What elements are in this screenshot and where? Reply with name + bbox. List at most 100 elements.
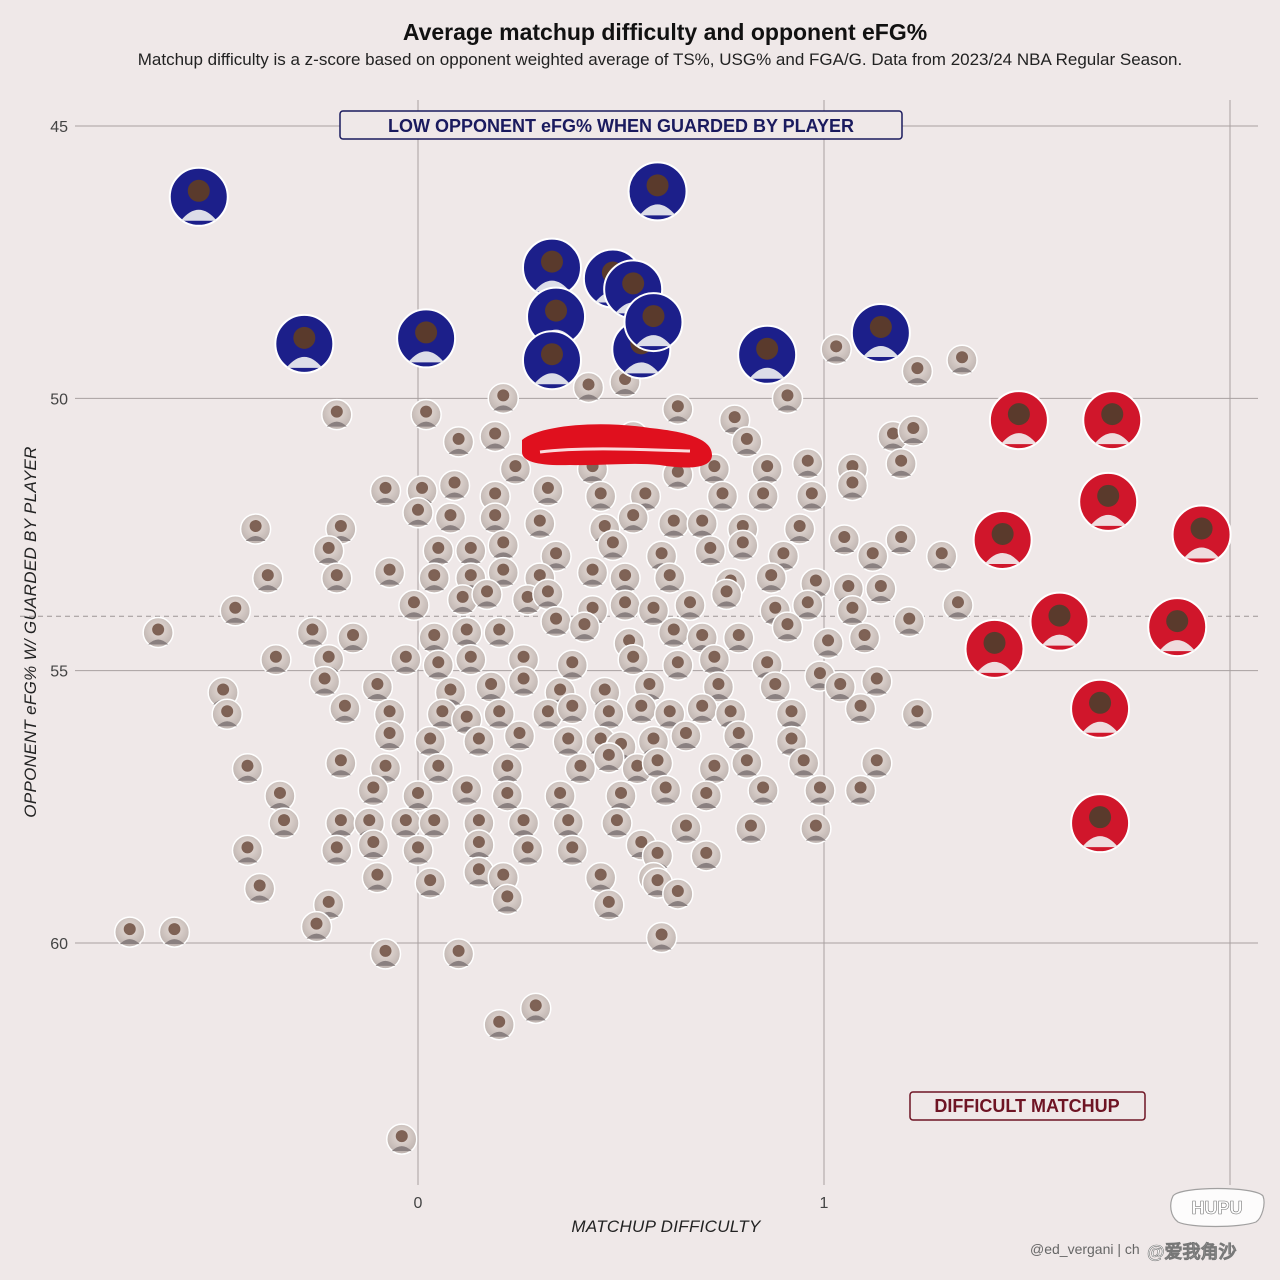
player-point — [373, 556, 406, 589]
player-point — [694, 535, 727, 567]
x-tick-label: 1 — [820, 1195, 829, 1212]
player-point — [540, 605, 572, 638]
player-point — [390, 644, 422, 676]
player-point — [727, 529, 759, 562]
data-points — [113, 161, 1232, 1155]
player-point — [483, 698, 515, 730]
player-point — [243, 872, 276, 905]
player-point — [670, 720, 702, 752]
player-point — [398, 589, 430, 622]
player-point — [540, 540, 572, 573]
player-point — [735, 812, 767, 845]
player-point — [593, 889, 625, 921]
player-point — [402, 780, 434, 812]
player-point — [361, 861, 394, 894]
player-point — [796, 480, 828, 513]
player-point — [637, 595, 670, 627]
player-point — [471, 578, 503, 611]
player-point — [507, 807, 540, 839]
player-point — [755, 562, 787, 594]
y-tick-label: 45 — [50, 119, 68, 136]
player-point — [450, 616, 483, 649]
player-point — [751, 453, 783, 485]
chart-subtitle: Matchup difficulty is a z-score based on… — [138, 50, 1183, 69]
player-point — [487, 556, 520, 589]
player-point — [820, 333, 852, 366]
player-point — [142, 616, 174, 649]
player-point-low-efg — [396, 308, 457, 369]
player-point — [507, 644, 540, 676]
player-point — [690, 780, 723, 812]
player-point-difficult — [1082, 390, 1143, 451]
player-point — [653, 562, 686, 594]
player-point — [597, 529, 629, 562]
player-point — [337, 622, 369, 654]
player-point — [645, 921, 678, 954]
player-point — [609, 589, 641, 622]
player-point — [576, 556, 609, 589]
player-point — [897, 415, 930, 447]
player-point — [572, 371, 605, 404]
player-point — [836, 469, 869, 502]
player-point — [390, 807, 422, 839]
player-point — [824, 671, 856, 703]
player-point — [901, 355, 934, 387]
player-point — [544, 780, 576, 812]
player-point — [426, 698, 459, 730]
player-point — [552, 807, 584, 839]
player-point — [593, 742, 625, 774]
player-point — [625, 693, 658, 725]
player-point — [747, 774, 779, 807]
player-point — [442, 938, 475, 970]
y-tick-label: 55 — [50, 664, 68, 681]
player-point — [491, 883, 524, 916]
player-point — [865, 573, 897, 605]
player-point — [686, 507, 718, 540]
player-point — [268, 807, 300, 839]
player-point — [507, 665, 540, 698]
player-point — [804, 774, 836, 807]
player-point — [686, 693, 718, 725]
player-point — [308, 665, 341, 698]
player-point — [946, 344, 978, 376]
player-point — [690, 840, 723, 872]
player-point — [674, 589, 706, 622]
player-point — [722, 622, 755, 654]
player-point-difficult — [1070, 793, 1131, 854]
player-point — [722, 720, 755, 752]
player-point — [609, 562, 641, 594]
player-point — [463, 829, 495, 861]
chart-title: Average matchup difficulty and opponent … — [403, 19, 927, 45]
player-point — [158, 916, 191, 948]
player-point — [373, 720, 406, 752]
player-point-difficult — [988, 390, 1049, 451]
player-point — [329, 693, 361, 725]
player-point — [710, 578, 743, 611]
player-point — [861, 665, 893, 698]
player-point — [662, 393, 694, 425]
player-point-low-efg — [737, 324, 798, 385]
y-tick-label: 50 — [50, 391, 68, 408]
player-point-difficult — [972, 509, 1033, 570]
player-point — [487, 529, 520, 562]
player-point — [925, 540, 958, 573]
player-point — [844, 693, 877, 725]
redaction-mark — [522, 424, 712, 468]
player-point — [792, 589, 824, 622]
player-point — [584, 480, 617, 513]
player-point — [519, 992, 552, 1025]
player-point — [552, 725, 584, 758]
player-point — [418, 622, 450, 654]
player-point — [593, 698, 625, 730]
player-point — [414, 867, 446, 899]
player-point — [783, 513, 816, 545]
player-point — [698, 752, 731, 785]
player-point-low-efg — [627, 161, 688, 222]
x-tick-label: 0 — [414, 1195, 423, 1212]
player-point — [787, 747, 820, 780]
player-point — [402, 834, 434, 867]
player-point — [601, 807, 633, 839]
player-point — [446, 584, 479, 616]
player-point — [844, 774, 877, 807]
